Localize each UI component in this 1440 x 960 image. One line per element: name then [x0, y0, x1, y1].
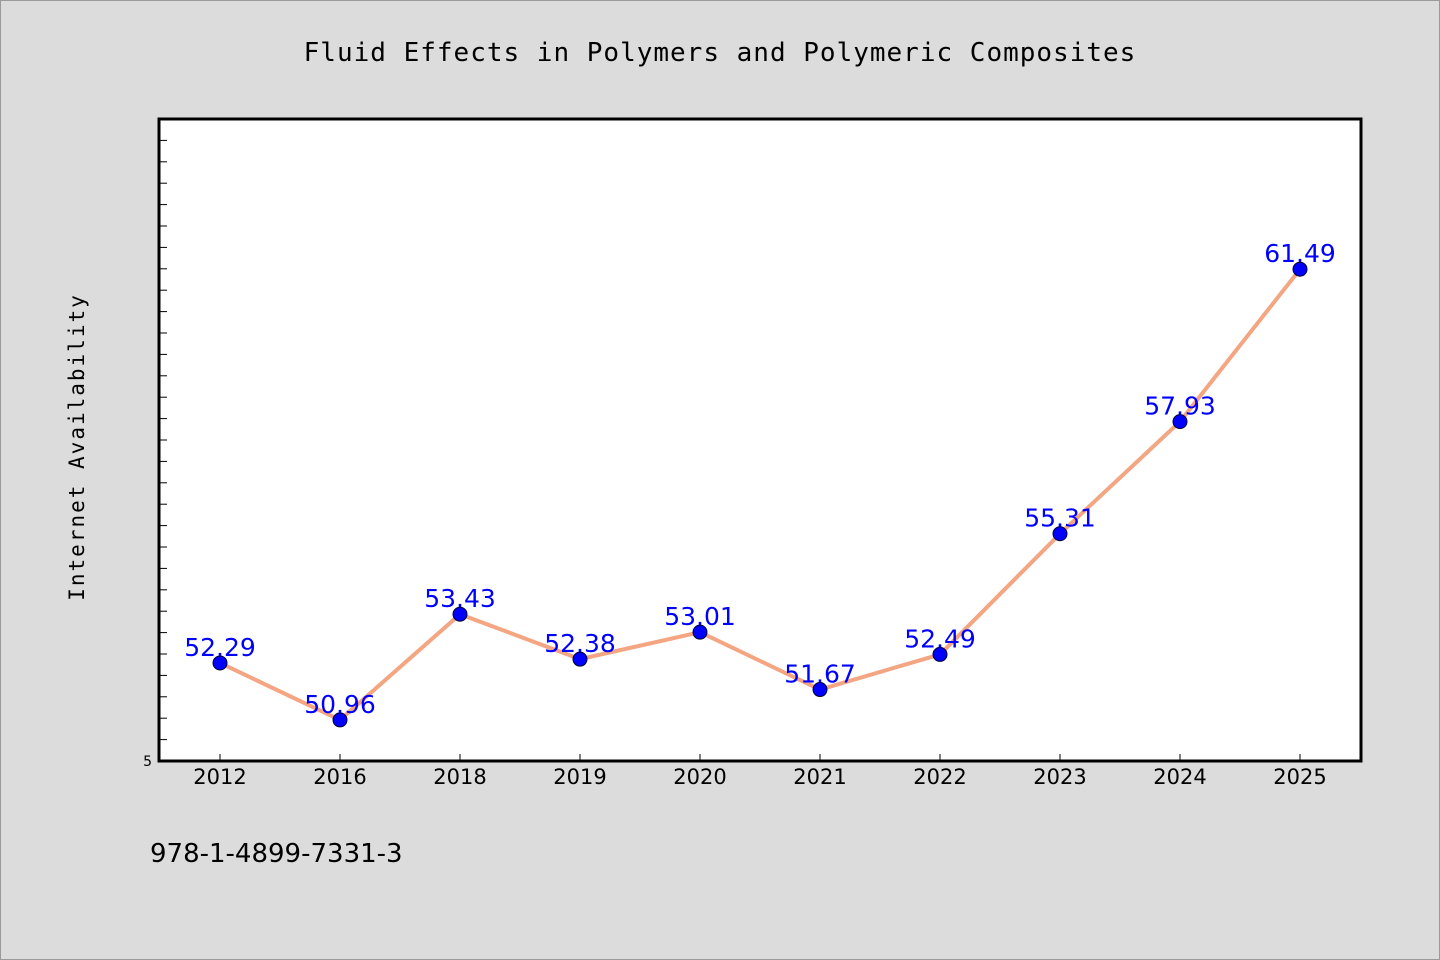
data-point-2022 [932, 646, 948, 662]
x-tick-label-2023: 2023 [1033, 765, 1086, 789]
data-label-2020: 53.01 [664, 602, 736, 631]
x-tick-label-2020: 2020 [673, 765, 726, 789]
data-label-2021: 51.67 [784, 660, 856, 689]
data-point-2012 [212, 655, 228, 671]
data-label-2019: 52.38 [544, 629, 616, 658]
x-tick-label-2012: 2012 [193, 765, 246, 789]
data-point-2021 [812, 682, 828, 698]
x-tick-label-2024: 2024 [1153, 765, 1206, 789]
y-axis-label: Internet Availability [65, 293, 89, 601]
data-point-2024 [1172, 414, 1188, 430]
plot-area [157, 117, 1363, 763]
data-point-2023 [1052, 526, 1068, 542]
data-point-2025 [1292, 261, 1308, 277]
y-tick-label: 5 [143, 754, 152, 770]
x-tick-label-2019: 2019 [553, 765, 606, 789]
data-point-2020 [692, 624, 708, 640]
series-line [219, 267, 1302, 722]
x-tick-label-2021: 2021 [793, 765, 846, 789]
x-tick-label-2016: 2016 [313, 765, 366, 789]
data-label-2023: 55.31 [1024, 504, 1096, 533]
data-label-2018: 53.43 [424, 584, 496, 613]
data-label-2016: 50.96 [304, 690, 376, 719]
data-point-2018 [452, 606, 468, 622]
data-point-2019 [572, 651, 588, 667]
data-label-2012: 52.29 [184, 633, 256, 662]
data-point-2016 [332, 712, 348, 728]
x-tick-label-2022: 2022 [913, 765, 966, 789]
series-group [212, 261, 1308, 728]
data-labels: 52.29 50.96 53.43 52.38 53.01 51.67 52.49 55.31… [184, 239, 1336, 719]
x-axis-ticks: 2012 2016 2018 2019 2020 2021 2022 2023 2024 2025 [193, 754, 1327, 789]
chart-title: Fluid Effects in Polymers and Polymeric … [304, 38, 1137, 68]
x-tick-label-2018: 2018 [433, 765, 486, 789]
data-label-2022: 52.49 [904, 624, 976, 653]
y-axis-ticks: 5 [143, 139, 167, 770]
data-label-2025: 61.49 [1264, 239, 1336, 268]
x-tick-label-2025: 2025 [1273, 765, 1326, 789]
data-label-2024: 57.93 [1144, 392, 1216, 421]
isbn-footer: 978-1-4899-7331-3 [150, 839, 403, 869]
